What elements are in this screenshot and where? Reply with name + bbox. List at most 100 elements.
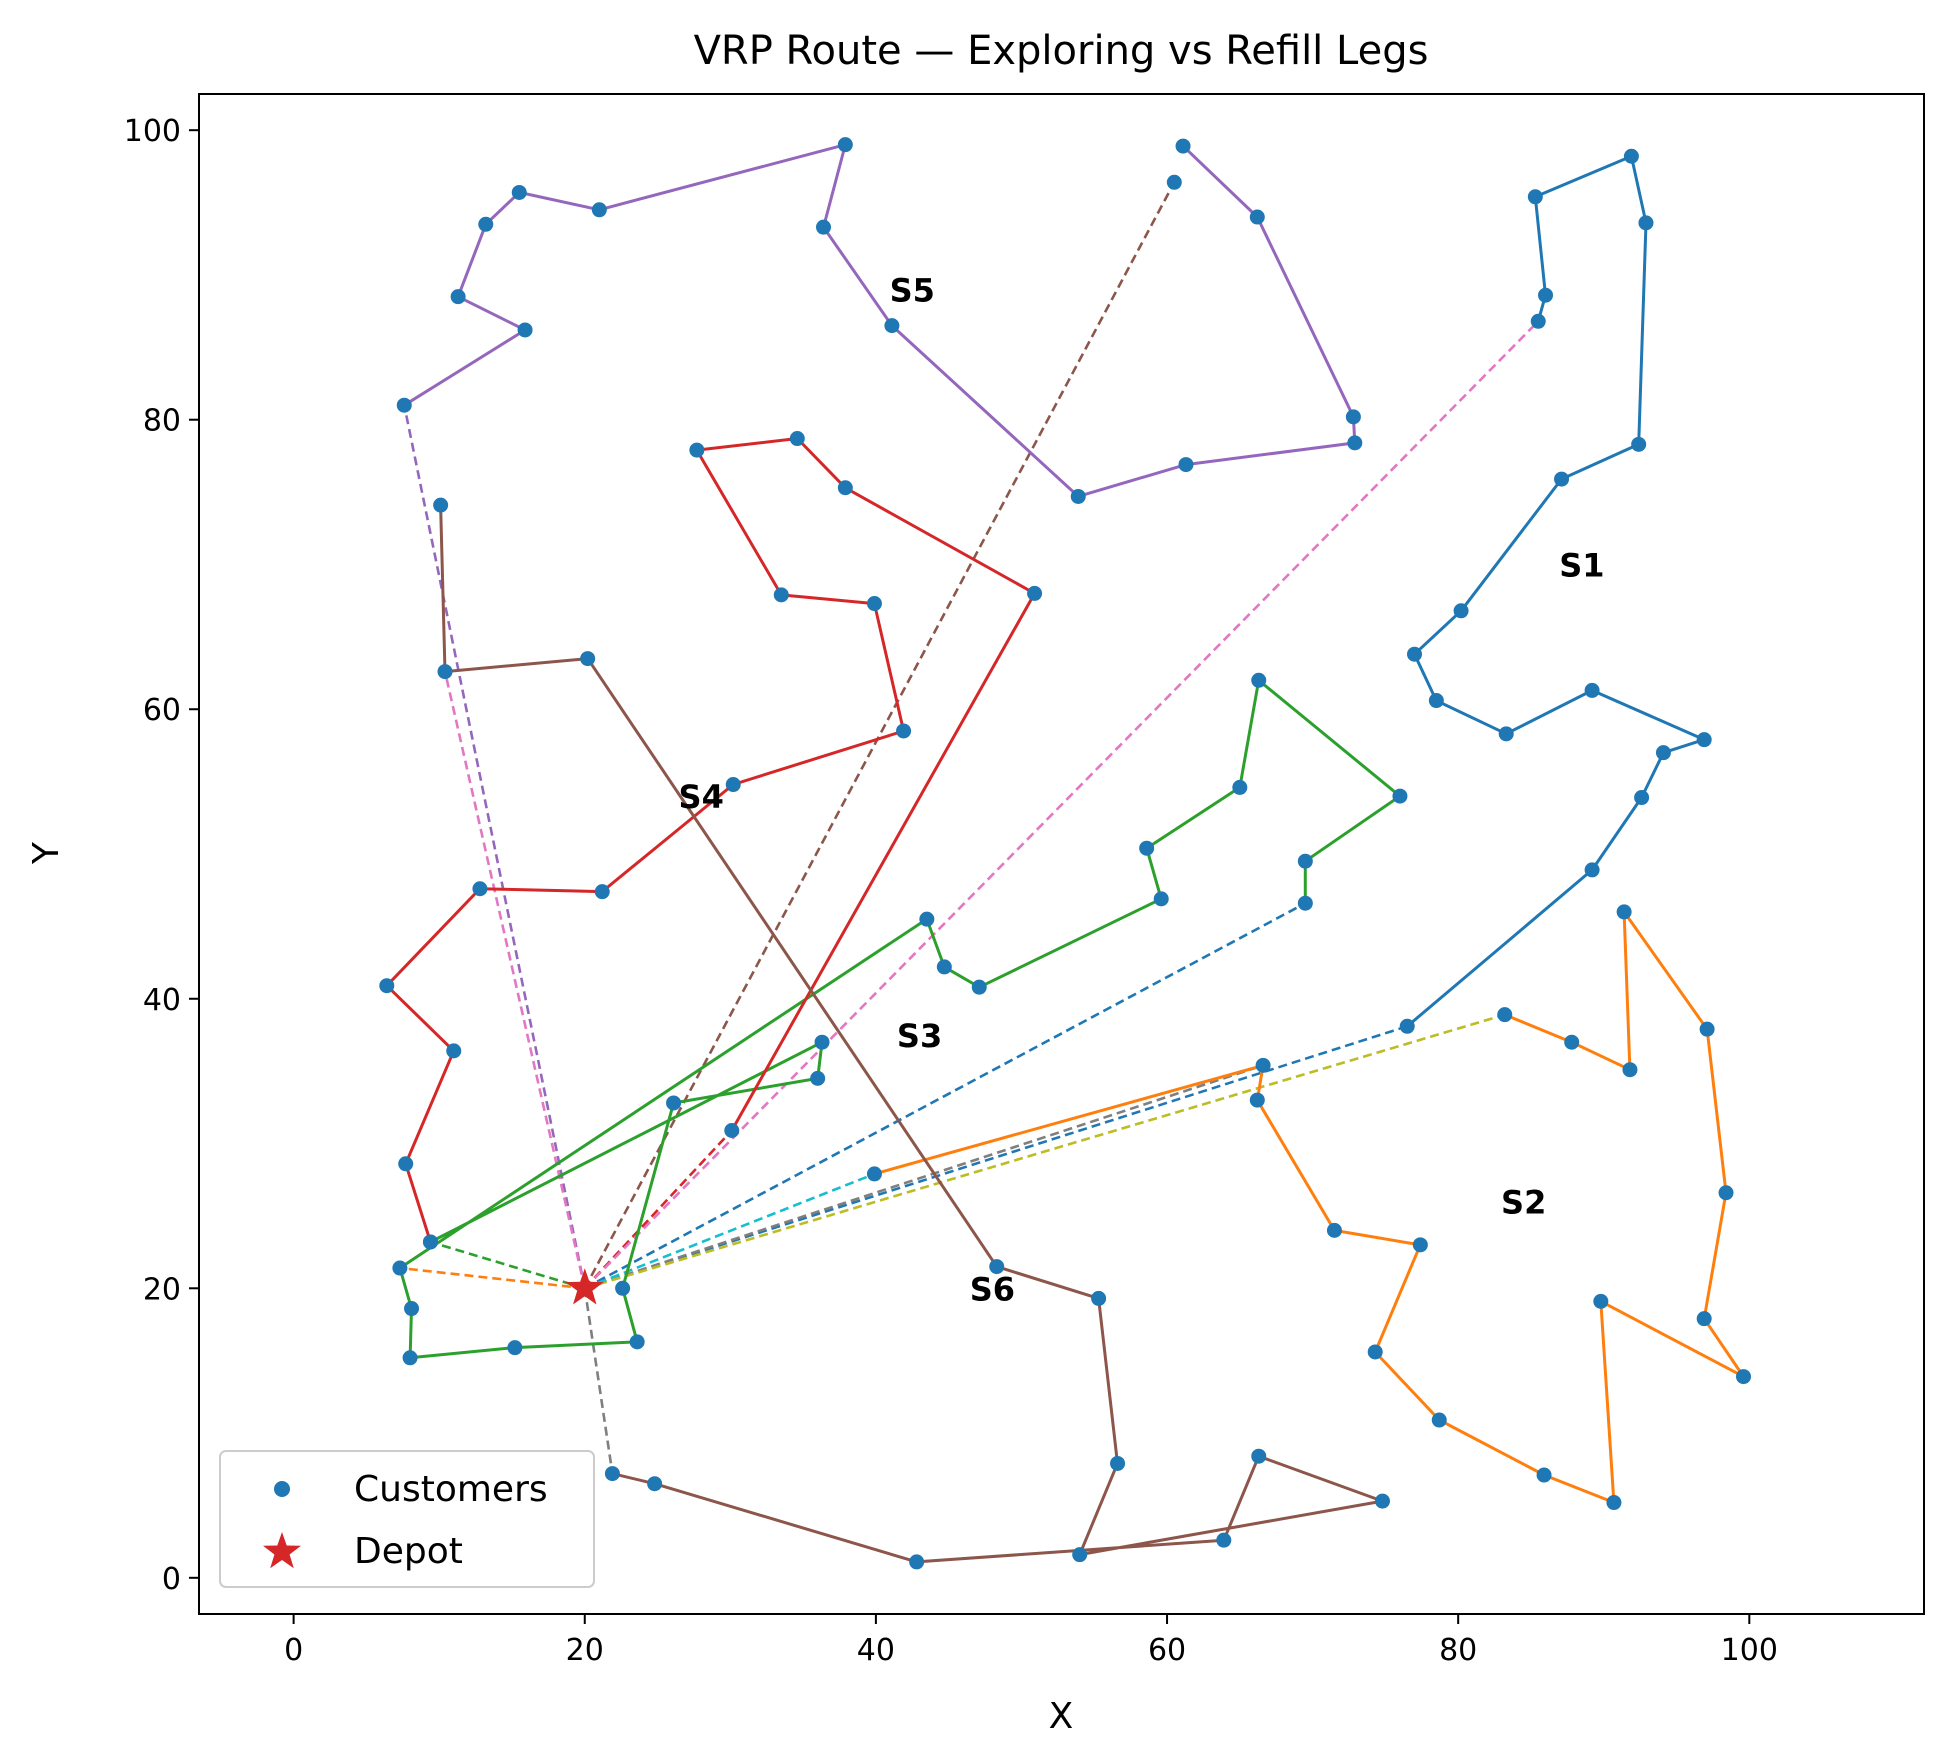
customer-point-15 xyxy=(1584,862,1600,878)
legend-depot-label: Depot xyxy=(354,1531,463,1572)
refill-leg-11 xyxy=(584,1013,1506,1290)
customer-point-56 xyxy=(1027,585,1043,601)
customer-point-36 xyxy=(814,1034,830,1050)
axes-frame xyxy=(198,93,1925,1615)
customer-point-68 xyxy=(398,1156,414,1172)
customer-point-50 xyxy=(1232,779,1248,795)
customer-point-48 xyxy=(1153,891,1169,907)
customer-point-55 xyxy=(724,1122,740,1138)
customer-point-66 xyxy=(379,978,395,994)
customer-point-26 xyxy=(1593,1293,1609,1309)
customer-point-71 xyxy=(1249,209,1265,225)
y-tick-label-100: 100 xyxy=(124,114,181,149)
customer-point-2 xyxy=(1527,189,1543,205)
customer-point-83 xyxy=(517,322,533,338)
customer-point-59 xyxy=(689,442,705,458)
customer-point-47 xyxy=(971,979,987,995)
customer-point-7 xyxy=(1453,603,1469,619)
customer-point-90 xyxy=(1110,1455,1126,1471)
customer-point-64 xyxy=(594,884,610,900)
customer-point-70 xyxy=(1175,138,1191,154)
customer-point-29 xyxy=(1718,1185,1734,1201)
legend-box xyxy=(219,1450,595,1588)
customer-point-60 xyxy=(773,587,789,603)
route-label-s2: S2 xyxy=(1501,1183,1546,1221)
refill-leg-1 xyxy=(584,1025,1408,1290)
customer-point-79 xyxy=(591,202,607,218)
refill-leg-12 xyxy=(584,1172,875,1290)
customer-point-27 xyxy=(1735,1369,1751,1385)
legend-customers-marker xyxy=(274,1481,290,1497)
customer-point-98 xyxy=(1166,174,1182,190)
customer-point-40 xyxy=(629,1334,645,1350)
customer-point-42 xyxy=(402,1350,418,1366)
customer-point-52 xyxy=(1392,788,1408,804)
customer-point-10 xyxy=(1498,726,1514,742)
legend-customers-label: Customers xyxy=(354,1469,548,1510)
customer-point-96 xyxy=(647,1476,663,1492)
customer-point-54 xyxy=(1297,895,1313,911)
customer-point-18 xyxy=(1255,1057,1271,1073)
customer-point-61 xyxy=(866,596,882,612)
customer-point-19 xyxy=(1249,1092,1265,1108)
customer-point-53 xyxy=(1297,853,1313,869)
customer-point-11 xyxy=(1584,682,1600,698)
x-tick-label-100: 100 xyxy=(1721,1633,1778,1668)
customer-point-24 xyxy=(1536,1467,1552,1483)
y-tick-label-60: 60 xyxy=(143,693,181,728)
customer-point-65 xyxy=(472,881,488,897)
refill-leg-8 xyxy=(443,671,587,1289)
customer-point-78 xyxy=(837,137,853,153)
chart-title: VRP Route — Exploring vs Refill Legs xyxy=(694,28,1429,74)
customer-point-88 xyxy=(989,1259,1005,1275)
customer-point-28 xyxy=(1696,1311,1712,1327)
customer-point-30 xyxy=(1699,1021,1715,1037)
customer-point-39 xyxy=(615,1280,631,1296)
customer-point-81 xyxy=(478,216,494,232)
customer-point-1 xyxy=(1538,287,1554,303)
customer-point-87 xyxy=(580,651,596,667)
refill-leg-5 xyxy=(402,404,587,1289)
customer-point-44 xyxy=(392,1260,408,1276)
customer-point-82 xyxy=(450,289,466,305)
customer-point-63 xyxy=(725,777,741,793)
customer-point-94 xyxy=(1216,1532,1232,1548)
customer-point-16 xyxy=(1399,1018,1415,1034)
customer-point-51 xyxy=(1251,672,1267,688)
refill-leg-7 xyxy=(583,320,1540,1290)
x-tick-label-60: 60 xyxy=(1148,1633,1186,1668)
customer-point-12 xyxy=(1696,732,1712,748)
customer-point-38 xyxy=(666,1095,682,1111)
customer-point-84 xyxy=(396,397,412,413)
customer-point-3 xyxy=(1623,148,1639,164)
y-tick-label-20: 20 xyxy=(143,1272,181,1307)
customer-point-17 xyxy=(866,1166,882,1182)
x-tick-label-20: 20 xyxy=(566,1633,604,1668)
customer-point-25 xyxy=(1606,1495,1622,1511)
route-s3 xyxy=(398,678,1402,1360)
route-label-s5: S5 xyxy=(890,271,935,309)
customer-point-34 xyxy=(1497,1007,1513,1023)
refill-leg-2 xyxy=(399,1266,585,1290)
customer-point-4 xyxy=(1638,215,1654,231)
x-axis-label: X xyxy=(1049,1696,1074,1737)
customer-point-73 xyxy=(1347,435,1363,451)
customer-point-37 xyxy=(810,1070,826,1086)
route-label-s6: S6 xyxy=(970,1270,1015,1308)
legend-depot-star-icon xyxy=(263,1532,301,1569)
customer-point-72 xyxy=(1345,409,1361,425)
customer-point-74 xyxy=(1178,457,1194,473)
refill-leg-3 xyxy=(430,1240,586,1290)
customer-point-31 xyxy=(1616,904,1632,920)
customer-point-21 xyxy=(1412,1237,1428,1253)
route-s2 xyxy=(873,910,1745,1504)
customer-point-20 xyxy=(1326,1222,1342,1238)
customer-point-97 xyxy=(604,1466,620,1482)
customer-point-13 xyxy=(1655,745,1671,761)
plot-area: S1 S2 S3 S4 S5 S6 0 20 40 60 80 100 0 20 40 60 80 100 xyxy=(124,93,1925,1668)
customer-point-41 xyxy=(507,1340,523,1356)
refill-leg-10 xyxy=(584,1064,1264,1290)
refill-leg-9 xyxy=(583,1288,614,1474)
depot-star-icon xyxy=(565,1268,604,1305)
